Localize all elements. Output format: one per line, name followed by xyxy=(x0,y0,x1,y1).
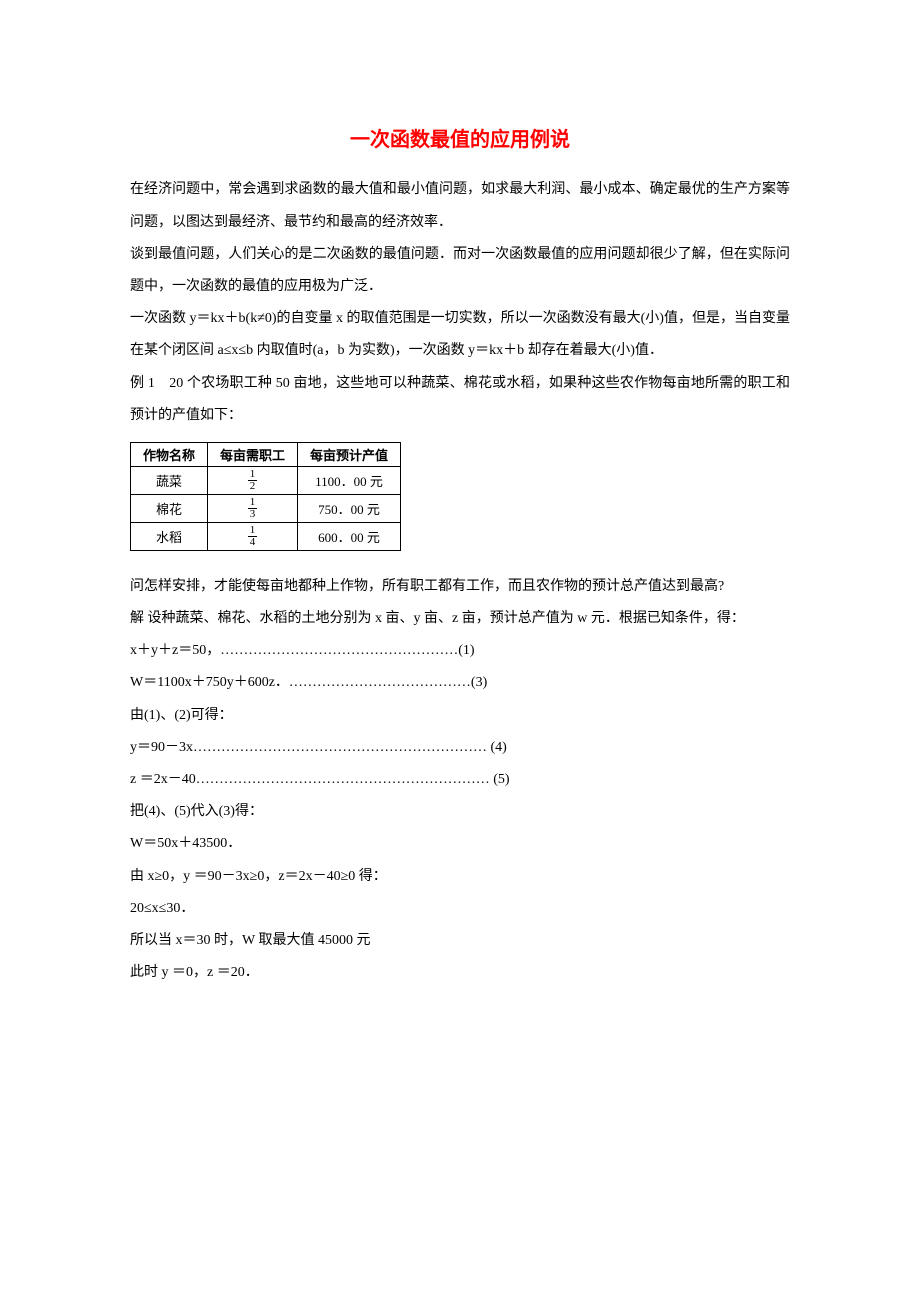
crop-table: 作物名称 每亩需职工 每亩预计产值 蔬菜 1 2 1100．00 元 棉花 1 … xyxy=(130,442,401,551)
range-equation: 20≤x≤30． xyxy=(130,893,790,925)
solution-setup: 解 设种蔬菜、棉花、水稻的土地分别为 x 亩、y 亩、z 亩，预计总产值为 w … xyxy=(130,603,790,635)
col-header-workers: 每亩需职工 xyxy=(208,442,298,466)
fraction: 1 2 xyxy=(248,469,258,492)
crop-workers: 1 4 xyxy=(208,522,298,550)
col-header-value: 每亩预计产值 xyxy=(298,442,401,466)
crop-value: 600．00 元 xyxy=(298,522,401,550)
substitute-text: 把(4)、(5)代入(3)得： xyxy=(130,796,790,828)
equation-1: x＋y＋z＝50，……………………………………………(1) xyxy=(130,635,790,667)
fraction: 1 4 xyxy=(248,525,258,548)
fraction-denominator: 3 xyxy=(248,509,258,520)
fraction-denominator: 2 xyxy=(248,481,258,492)
equation-3: W＝1100x＋750y＋600z．…………………………………(3) xyxy=(130,667,790,699)
crop-name: 棉花 xyxy=(131,494,208,522)
fraction-denominator: 4 xyxy=(248,537,258,548)
equation-4: y＝90－3x……………………………………………………… (4) xyxy=(130,732,790,764)
derive-text: 由(1)、(2)可得： xyxy=(130,700,790,732)
intro-paragraph-1: 在经济问题中，常会遇到求函数的最大值和最小值问题，如求最大利润、最小成本、确定最… xyxy=(130,174,790,238)
question-paragraph: 问怎样安排，才能使每亩地都种上作物，所有职工都有工作，而且农作物的预计总产值达到… xyxy=(130,571,790,603)
conclusion-1: 所以当 x＝30 时，W 取最大值 45000 元 xyxy=(130,925,790,957)
table-header-row: 作物名称 每亩需职工 每亩预计产值 xyxy=(131,442,401,466)
table-row: 蔬菜 1 2 1100．00 元 xyxy=(131,466,401,494)
page-title: 一次函数最值的应用例说 xyxy=(130,123,790,152)
crop-value: 750．00 元 xyxy=(298,494,401,522)
col-header-name: 作物名称 xyxy=(131,442,208,466)
intro-paragraph-2: 谈到最值问题，人们关心的是二次函数的最值问题．而对一次函数最值的应用问题却很少了… xyxy=(130,239,790,303)
equation-6: W＝50x＋43500． xyxy=(130,828,790,860)
table-row: 水稻 1 4 600．00 元 xyxy=(131,522,401,550)
conclusion-2: 此时 y ＝0，z ＝20． xyxy=(130,957,790,989)
constraint-text: 由 x≥0，y ＝90－3x≥0，z＝2x－40≥0 得： xyxy=(130,861,790,893)
crop-workers: 1 3 xyxy=(208,494,298,522)
intro-paragraph-3: 一次函数 y＝kx＋b(k≠0)的自变量 x 的取值范围是一切实数，所以一次函数… xyxy=(130,303,790,367)
crop-name: 蔬菜 xyxy=(131,466,208,494)
crop-name: 水稻 xyxy=(131,522,208,550)
fraction: 1 3 xyxy=(248,497,258,520)
equation-5: z ＝2x－40……………………………………………………… (5) xyxy=(130,764,790,796)
crop-workers: 1 2 xyxy=(208,466,298,494)
crop-value: 1100．00 元 xyxy=(298,466,401,494)
document-page: 一次函数最值的应用例说 在经济问题中，常会遇到求函数的最大值和最小值问题，如求最… xyxy=(0,0,920,1302)
table-row: 棉花 1 3 750．00 元 xyxy=(131,494,401,522)
example-1-statement: 例 1 20 个农场职工种 50 亩地，这些地可以种蔬菜、棉花或水稻，如果种这些… xyxy=(130,368,790,432)
